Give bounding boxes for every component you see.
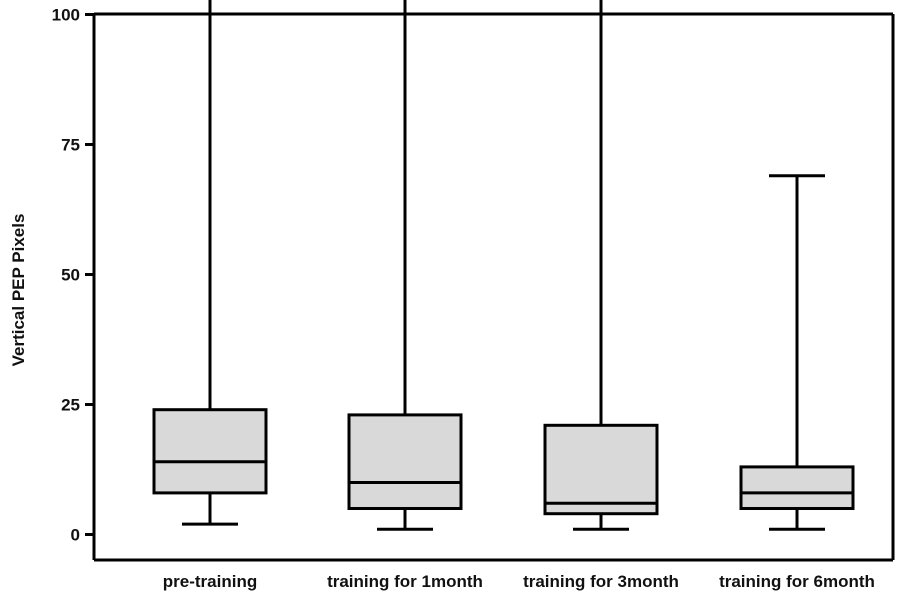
x-category-label: pre-training — [163, 572, 257, 591]
box-4 — [739, 174, 855, 531]
iqr-box — [543, 423, 659, 516]
y-axis-title: Vertical PEP Pixels — [9, 214, 28, 367]
box-2 — [347, 0, 463, 531]
y-axis: 0255075100150 — [52, 6, 94, 545]
x-category-label: training for 6month — [719, 572, 875, 591]
x-category-label: training for 3month — [523, 572, 679, 591]
y-tick-label: 100 — [52, 6, 80, 25]
x-axis: pre-training training for 1month training … — [163, 572, 875, 591]
box-3 — [543, 0, 659, 531]
box-1 — [152, 0, 268, 526]
iqr-box — [152, 408, 268, 495]
plot-frame — [92, 12, 895, 562]
iqr-box — [739, 465, 855, 510]
box-series — [152, 0, 855, 531]
y-tick-label: 25 — [61, 396, 80, 415]
iqr-box — [347, 413, 463, 510]
y-tick-label: 0 — [71, 526, 80, 545]
y-tick-label: 50 — [61, 266, 80, 285]
x-category-label: training for 1month — [327, 572, 483, 591]
y-tick-label: 75 — [61, 136, 80, 155]
